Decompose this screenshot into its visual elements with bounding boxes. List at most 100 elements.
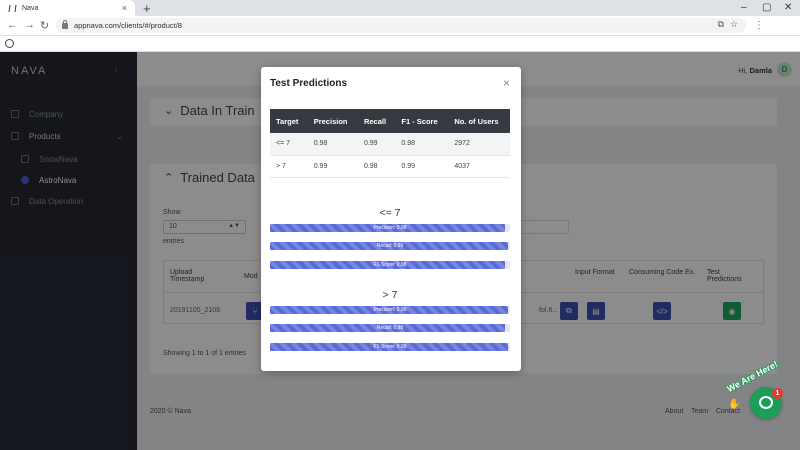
sidebar-item-products[interactable]: Products ⌄ bbox=[0, 127, 137, 145]
f1-score-progress-bar: F1-Score: 0.98 bbox=[270, 261, 510, 269]
sidebar-item-label: Products bbox=[29, 131, 61, 141]
chevron-up-icon: ⌃ bbox=[164, 172, 174, 184]
consuming-code-button[interactable]: </> bbox=[653, 302, 671, 320]
cell-precision: 0.98 bbox=[307, 133, 358, 156]
sidebar-item-astronava[interactable]: AstroNava bbox=[0, 171, 137, 189]
sidebar-item-snownava[interactable]: SnowNava bbox=[0, 150, 137, 168]
tab-close-icon[interactable]: × bbox=[121, 3, 127, 13]
products-icon bbox=[11, 132, 19, 140]
cell-recall: 0.98 bbox=[357, 155, 396, 178]
sidebar-collapse-icon[interactable]: ‹ bbox=[114, 64, 118, 75]
column-header-upload-timestamp: Upload Timestamp bbox=[170, 269, 205, 283]
row-upload-timestamp: 20191105_2106 bbox=[170, 307, 221, 314]
chat-bubble-icon bbox=[759, 396, 773, 409]
sidebar-item-label: Company bbox=[29, 109, 64, 119]
test-predictions-modal: Test Predictions × Target Precision Reca… bbox=[261, 67, 521, 371]
cell-users: 2972 bbox=[448, 133, 510, 156]
table-row: <= 7 0.98 0.99 0.98 2972 bbox=[270, 133, 510, 156]
url-input[interactable]: appnava.com/clients/#/product/8 ☆ ⧉ bbox=[56, 18, 746, 33]
precision-progress-bar: Precision: 0.98 bbox=[270, 224, 510, 232]
sidebar-item-label: Data Operation bbox=[29, 196, 84, 206]
cell-f1-score: 0.98 bbox=[395, 133, 449, 156]
window-maximize-button[interactable]: ▢ bbox=[762, 2, 772, 13]
browser-tab[interactable]: Nava × bbox=[0, 0, 135, 16]
globe-icon[interactable] bbox=[5, 39, 14, 48]
browser-tab-title: Nava bbox=[22, 4, 39, 12]
progress-fill bbox=[270, 306, 508, 314]
translate-icon[interactable]: ⧉ bbox=[717, 19, 724, 29]
progress-label: Recall: 0.99 bbox=[376, 243, 404, 249]
snownava-icon bbox=[21, 155, 29, 163]
column-header-users: No. of Users bbox=[448, 109, 510, 133]
group-label-le-7: <= 7 bbox=[379, 207, 401, 219]
column-header-consuming-code: Consuming Code Ex. bbox=[629, 269, 696, 276]
column-header-test-predictions: Test Predictions bbox=[707, 269, 742, 283]
recall-progress-bar: Recall: 0.98 bbox=[270, 324, 510, 332]
cell-target: <= 7 bbox=[270, 133, 308, 156]
modal-title: Test Predictions bbox=[270, 78, 348, 89]
column-header-model: Mod bbox=[244, 273, 258, 280]
copy-button[interactable]: ⧉ bbox=[560, 302, 578, 320]
browser-menu-icon[interactable]: ⋮ bbox=[754, 20, 764, 31]
forward-arrow-icon[interactable]: → bbox=[24, 19, 35, 31]
test-predictions-button[interactable]: ◉ bbox=[723, 302, 741, 320]
page-size-select[interactable]: 10 ▲▼ bbox=[163, 220, 246, 234]
progress-label: Precision: 0.99 bbox=[373, 307, 407, 313]
column-header-f1-score: F1 - Score bbox=[395, 109, 449, 133]
sidebar: NAVA ‹ Company Products ⌄ SnowNava Astro… bbox=[0, 52, 137, 450]
page-size-value: 10 bbox=[169, 223, 177, 230]
cell-precision: 0.99 bbox=[307, 155, 358, 178]
window-minimize-button[interactable]: – bbox=[741, 2, 747, 13]
sidebar-item-label: AstroNava bbox=[39, 175, 77, 185]
sidebar-item-label: SnowNava bbox=[39, 154, 78, 164]
window-close-button[interactable]: ✕ bbox=[784, 2, 793, 13]
greeting-text: Hi, bbox=[738, 66, 748, 75]
data-in-training-header[interactable]: ⌄ Data In Train bbox=[164, 103, 255, 118]
sidebar-item-data-operation[interactable]: Data Operation bbox=[0, 192, 137, 210]
progress-fill bbox=[270, 224, 506, 232]
column-header-target: Target bbox=[270, 109, 308, 133]
table-header-row: Target Precision Recall F1 - Score No. o… bbox=[270, 109, 510, 133]
pagination-info: Showing 1 to 1 of 1 entries bbox=[163, 350, 246, 357]
chevron-down-icon: ⌄ bbox=[164, 105, 174, 117]
cell-recall: 0.99 bbox=[357, 133, 396, 156]
brand-logo[interactable]: NAVA bbox=[11, 65, 48, 77]
browser-tab-bar: Nava × + – ▢ ✕ bbox=[0, 0, 800, 16]
waving-hand-icon: ✋ bbox=[728, 399, 741, 410]
url-text: appnava.com/clients/#/product/8 bbox=[74, 21, 182, 30]
cell-f1-score: 0.99 bbox=[395, 155, 449, 178]
trained-data-header[interactable]: ⌃ Trained Data bbox=[164, 170, 255, 185]
back-arrow-icon[interactable]: ← bbox=[7, 19, 18, 31]
lock-icon bbox=[62, 19, 68, 29]
bookmark-bar bbox=[0, 36, 800, 52]
column-header-precision: Precision bbox=[307, 109, 358, 133]
section-title: Trained Data bbox=[180, 170, 255, 185]
entries-label: entries bbox=[163, 238, 185, 245]
footer-link-contact[interactable]: Contact bbox=[715, 408, 740, 415]
f1-score-progress-bar: F1-Score: 0.99 bbox=[270, 343, 510, 351]
footer-link-about[interactable]: About bbox=[665, 408, 684, 415]
reload-icon[interactable]: ↻ bbox=[40, 20, 50, 32]
footer-link-team[interactable]: Team bbox=[690, 408, 709, 415]
user-greeting: Hi, Damla bbox=[738, 66, 772, 75]
input-format-button[interactable]: ▤ bbox=[587, 302, 605, 320]
avatar[interactable]: D bbox=[777, 62, 792, 77]
predictions-table: Target Precision Recall F1 - Score No. o… bbox=[270, 109, 510, 178]
user-name: Damla bbox=[749, 66, 772, 75]
astronava-icon bbox=[21, 176, 29, 184]
sidebar-item-company[interactable]: Company bbox=[0, 105, 137, 123]
model-action-button[interactable]: ⑂ bbox=[246, 302, 264, 320]
company-icon bbox=[11, 110, 19, 118]
new-tab-button[interactable]: + bbox=[143, 1, 151, 16]
select-arrow-icon: ▲▼ bbox=[228, 223, 240, 229]
progress-label: Precision: 0.98 bbox=[373, 225, 407, 231]
row-model-name: fol.6... bbox=[539, 307, 559, 314]
recall-progress-bar: Recall: 0.99 bbox=[270, 242, 510, 250]
section-title: Data In Train bbox=[180, 103, 255, 118]
close-icon[interactable]: × bbox=[502, 76, 510, 90]
precision-progress-bar: Precision: 0.99 bbox=[270, 306, 510, 314]
progress-fill bbox=[270, 242, 508, 250]
bookmark-star-icon[interactable]: ☆ bbox=[729, 19, 738, 29]
cell-users: 4037 bbox=[448, 155, 510, 178]
progress-label: F1-Score: 0.98 bbox=[373, 262, 407, 268]
